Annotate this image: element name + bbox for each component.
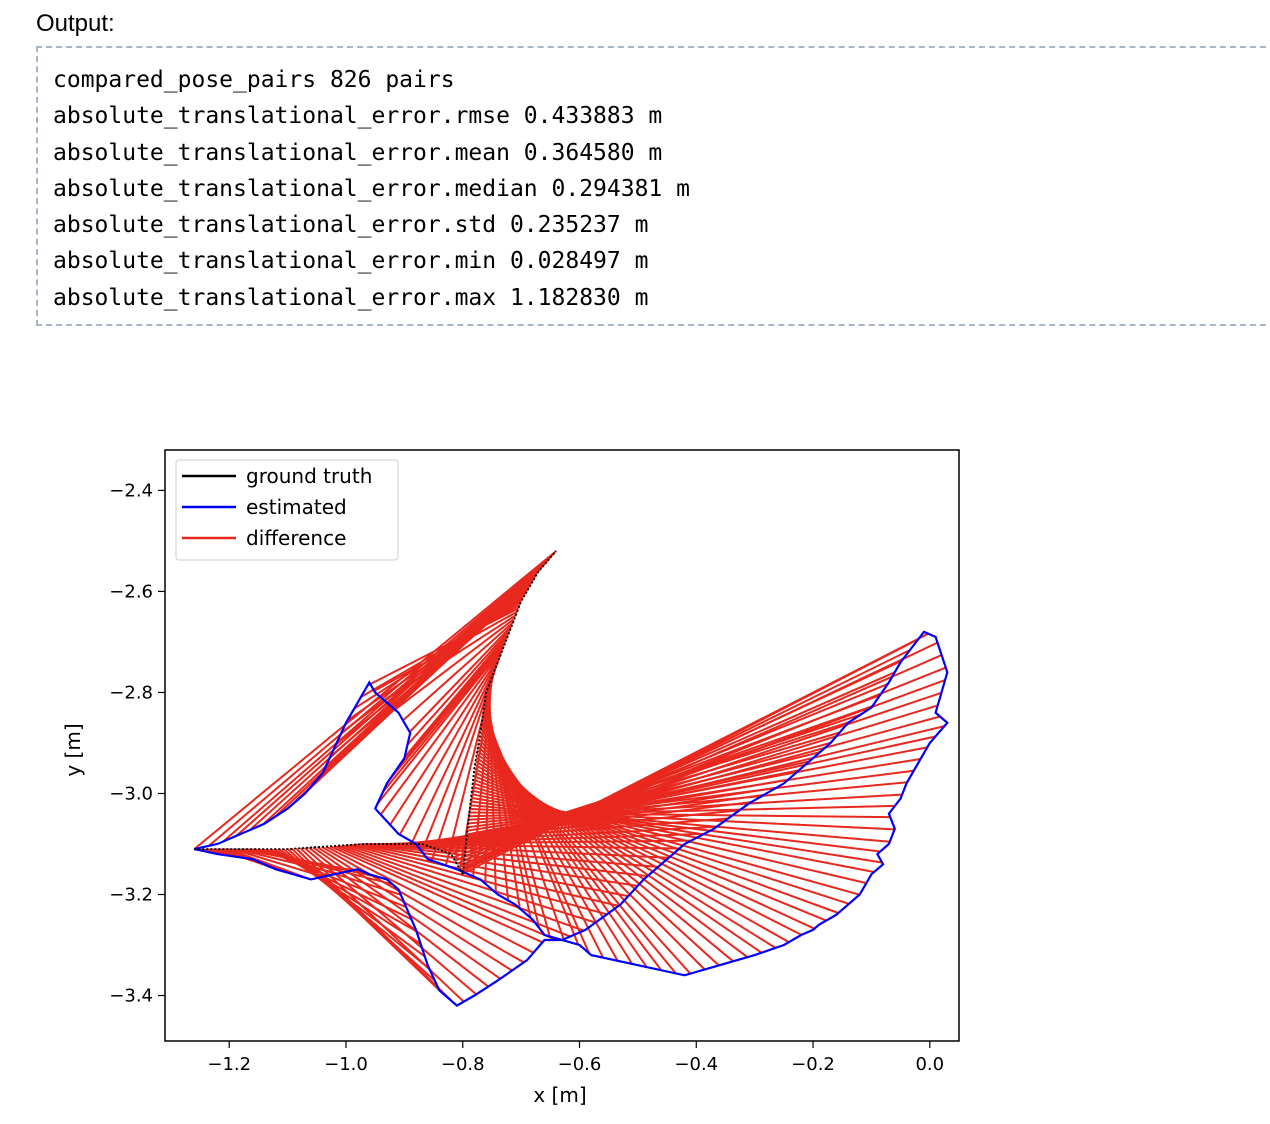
plot-frame: [164, 449, 960, 1042]
x-axis-ticks: −1.2 −1.0 −0.8 −0.6 −0.4 −0.2 0.0: [207, 1041, 944, 1075]
y-tick-label: −3.2: [109, 885, 153, 906]
estimated-series: [193, 630, 949, 1007]
y-tick-label: −2.8: [109, 682, 153, 703]
ground-truth-line: [194, 550, 557, 878]
chart-svg: −1.2 −1.0 −0.8 −0.6 −0.4 −0.2 0.0 −2.4 −2.6 −2.8…: [61, 449, 960, 1107]
difference-segment: [408, 625, 513, 733]
console-line: absolute_translational_error.std 0.23523…: [53, 212, 649, 239]
legend-box: [175, 459, 399, 561]
difference-segment: [382, 642, 506, 793]
difference-lines: [193, 550, 947, 1003]
difference-segment: [463, 666, 947, 862]
legend-label-estimated: estimated: [246, 495, 347, 519]
console-line: absolute_translational_error.min 0.02849…: [53, 248, 649, 275]
difference-segment: [338, 844, 571, 938]
difference-segment: [325, 845, 534, 954]
difference-segment: [355, 843, 619, 907]
difference-segment: [235, 559, 550, 837]
difference-segment: [262, 564, 545, 825]
console-line: absolute_translational_error.rmse 0.4338…: [53, 103, 663, 130]
x-tick-label: −0.6: [558, 1054, 602, 1075]
y-axis-label: y [m]: [61, 723, 85, 776]
difference-segment: [465, 725, 945, 843]
difference-segment: [402, 621, 514, 722]
difference-segment: [304, 847, 477, 996]
legend: ground truth estimated difference: [175, 459, 399, 561]
estimated-line: [193, 630, 949, 1007]
x-tick-label: −0.4: [674, 1054, 718, 1075]
difference-segment: [484, 681, 492, 884]
difference-segment: [406, 628, 512, 746]
legend-label-ground-truth: ground truth: [246, 464, 372, 488]
difference-segment: [299, 847, 465, 1003]
x-tick-label: −1.2: [207, 1054, 251, 1075]
difference-segment: [379, 649, 504, 816]
trajectory-chart: −1.2 −1.0 −0.8 −0.6 −0.4 −0.2 0.0 −2.4 −2.6 −2.8…: [50, 420, 980, 1115]
difference-segment: [430, 667, 497, 861]
difference-segment: [376, 645, 505, 805]
difference-segment: [403, 632, 510, 759]
difference-segment: [329, 845, 543, 944]
difference-segment: [411, 660, 500, 843]
difference-segment: [420, 663, 498, 852]
y-tick-label: −2.6: [109, 581, 153, 602]
difference-segment: [312, 846, 501, 980]
y-tick-label: −3.4: [109, 986, 153, 1007]
difference-segment: [389, 653, 502, 826]
difference-segment: [394, 617, 516, 711]
difference-segment: [444, 670, 496, 866]
difference-segment: [291, 848, 443, 994]
difference-segment: [308, 846, 489, 988]
difference-segment: [472, 678, 493, 877]
y-axis-ticks: −2.4 −2.6 −2.8 −3.0 −3.2 −3.4: [109, 480, 165, 1007]
console-line: compared_pose_pairs 826 pairs: [53, 67, 455, 93]
x-tick-label: −0.8: [441, 1054, 485, 1075]
difference-segment: [232, 848, 324, 878]
difference-segment: [334, 844, 557, 941]
x-tick-label: 0.0: [915, 1054, 944, 1075]
console-line: absolute_translational_error.max 1.18283…: [53, 284, 649, 311]
x-tick-label: −1.0: [324, 1054, 368, 1075]
difference-segment: [222, 556, 552, 843]
ground-truth-series: [194, 550, 557, 878]
output-label: Output:: [36, 10, 115, 37]
console-line: absolute_translational_error.mean 0.3645…: [53, 139, 663, 166]
difference-segment: [458, 674, 494, 871]
x-axis-label: x [m]: [533, 1083, 586, 1107]
difference-segment: [193, 550, 557, 850]
difference-segment: [388, 639, 508, 781]
x-tick-label: −0.2: [791, 1054, 835, 1075]
difference-segment: [316, 846, 513, 972]
y-tick-label: −3.0: [109, 783, 153, 804]
difference-segment: [208, 553, 555, 847]
difference-segment: [321, 845, 525, 964]
difference-segment: [295, 847, 453, 1003]
difference-segment: [396, 635, 509, 770]
difference-segment: [398, 656, 501, 836]
y-tick-label: −2.4: [109, 480, 153, 501]
difference-segment: [464, 679, 946, 858]
console-output: compared_pose_pairs 826 pairs absolute_t…: [36, 46, 1270, 326]
difference-segment: [368, 843, 648, 878]
console-line: absolute_translational_error.median 0.29…: [53, 175, 690, 202]
legend-label-difference: difference: [246, 526, 346, 550]
difference-segment: [249, 562, 547, 831]
